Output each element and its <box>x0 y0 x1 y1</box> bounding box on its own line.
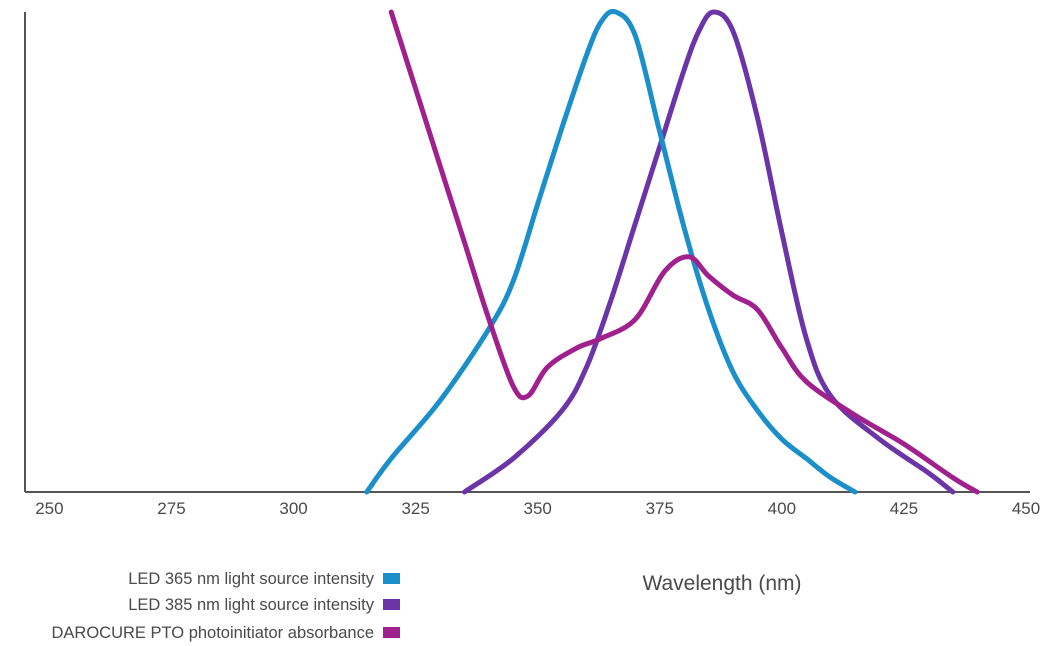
x-tick-label: 300 <box>279 499 307 518</box>
axes <box>24 12 1030 493</box>
x-tick-label: 375 <box>646 499 674 518</box>
led-385-line <box>462 9 956 495</box>
x-tick-label: 450 <box>1012 499 1040 518</box>
legend-label-darocure-pto: DAROCURE PTO photoinitiator absorbance <box>51 624 374 642</box>
x-tick-label: 250 <box>35 499 63 518</box>
x-tick-label: 400 <box>768 499 796 518</box>
legend-swatch-led-365 <box>383 573 400 584</box>
legend-label-led-385: LED 385 nm light source intensity <box>128 596 375 614</box>
darocure-pto-line <box>388 9 980 495</box>
legend-swatch-darocure-pto <box>383 627 400 638</box>
x-tick-label: 325 <box>401 499 429 518</box>
legend: LED 365 nm light source intensity LED 385… <box>51 570 400 642</box>
x-tick-label: 425 <box>890 499 918 518</box>
legend-swatch-led-385 <box>383 599 400 610</box>
legend-label-led-365: LED 365 nm light source intensity <box>128 570 375 588</box>
x-axis-label: Wavelength (nm) <box>642 572 801 595</box>
led-365-line <box>364 8 858 495</box>
series-lines <box>364 8 980 495</box>
x-tick-labels: 250 275 300 325 350 375 400 425 450 <box>35 499 1040 518</box>
x-tick-label: 275 <box>157 499 185 518</box>
x-tick-label: 350 <box>524 499 552 518</box>
